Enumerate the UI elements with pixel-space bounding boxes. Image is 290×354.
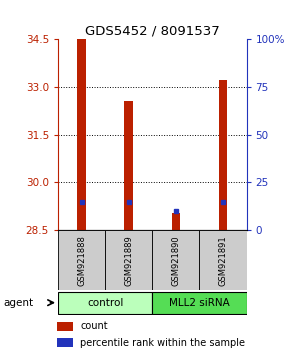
Bar: [58, 230, 105, 290]
Text: GSM921890: GSM921890: [171, 235, 180, 286]
Text: control: control: [87, 298, 123, 308]
Text: GSM921889: GSM921889: [124, 235, 133, 286]
Bar: [58, 292, 152, 314]
Bar: [200, 230, 246, 290]
Bar: [57, 322, 73, 331]
Bar: [124, 101, 133, 230]
Bar: [105, 230, 152, 290]
Text: MLL2 siRNA: MLL2 siRNA: [169, 298, 230, 308]
Text: percentile rank within the sample: percentile rank within the sample: [80, 338, 245, 348]
Title: GDS5452 / 8091537: GDS5452 / 8091537: [85, 25, 220, 38]
Bar: [152, 292, 246, 314]
Bar: [77, 39, 86, 230]
Text: agent: agent: [3, 298, 33, 308]
Bar: [57, 338, 73, 347]
Bar: [219, 80, 227, 230]
Bar: [152, 230, 200, 290]
Text: GSM921888: GSM921888: [77, 235, 86, 286]
Bar: [172, 212, 180, 230]
Text: GSM921891: GSM921891: [218, 235, 227, 286]
Text: count: count: [80, 321, 108, 331]
